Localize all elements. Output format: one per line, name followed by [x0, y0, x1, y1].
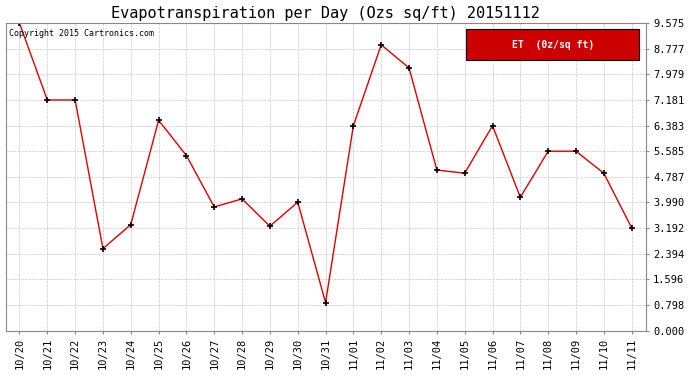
- ET  (0z/sq ft): [460, 171, 469, 176]
- ET  (0z/sq ft): [71, 98, 79, 102]
- ET  (0z/sq ft): [266, 224, 274, 228]
- ET  (0z/sq ft): [15, 21, 23, 26]
- ET  (0z/sq ft): [238, 196, 246, 201]
- ET  (0z/sq ft): [627, 225, 635, 230]
- ET  (0z/sq ft): [293, 200, 302, 204]
- ET  (0z/sq ft): [544, 149, 552, 153]
- ET  (0z/sq ft): [572, 149, 580, 153]
- ET  (0z/sq ft): [377, 42, 385, 47]
- Title: Evapotranspiration per Day (Ozs sq/ft) 20151112: Evapotranspiration per Day (Ozs sq/ft) 2…: [111, 6, 540, 21]
- ET  (0z/sq ft): [210, 205, 219, 209]
- Text: Copyright 2015 Cartronics.com: Copyright 2015 Cartronics.com: [9, 29, 154, 38]
- ET  (0z/sq ft): [600, 171, 608, 176]
- ET  (0z/sq ft): [322, 300, 330, 305]
- ET  (0z/sq ft): [182, 153, 190, 158]
- ET  (0z/sq ft): [99, 246, 107, 251]
- FancyBboxPatch shape: [466, 29, 639, 60]
- ET  (0z/sq ft): [433, 168, 441, 172]
- ET  (0z/sq ft): [516, 195, 524, 200]
- ET  (0z/sq ft): [155, 118, 163, 123]
- Line: ET  (0z/sq ft): ET (0z/sq ft): [16, 20, 635, 306]
- ET  (0z/sq ft): [405, 66, 413, 70]
- ET  (0z/sq ft): [349, 123, 357, 128]
- ET  (0z/sq ft): [127, 222, 135, 227]
- ET  (0z/sq ft): [43, 98, 52, 102]
- Text: ET  (0z/sq ft): ET (0z/sq ft): [511, 40, 594, 50]
- ET  (0z/sq ft): [489, 123, 497, 128]
